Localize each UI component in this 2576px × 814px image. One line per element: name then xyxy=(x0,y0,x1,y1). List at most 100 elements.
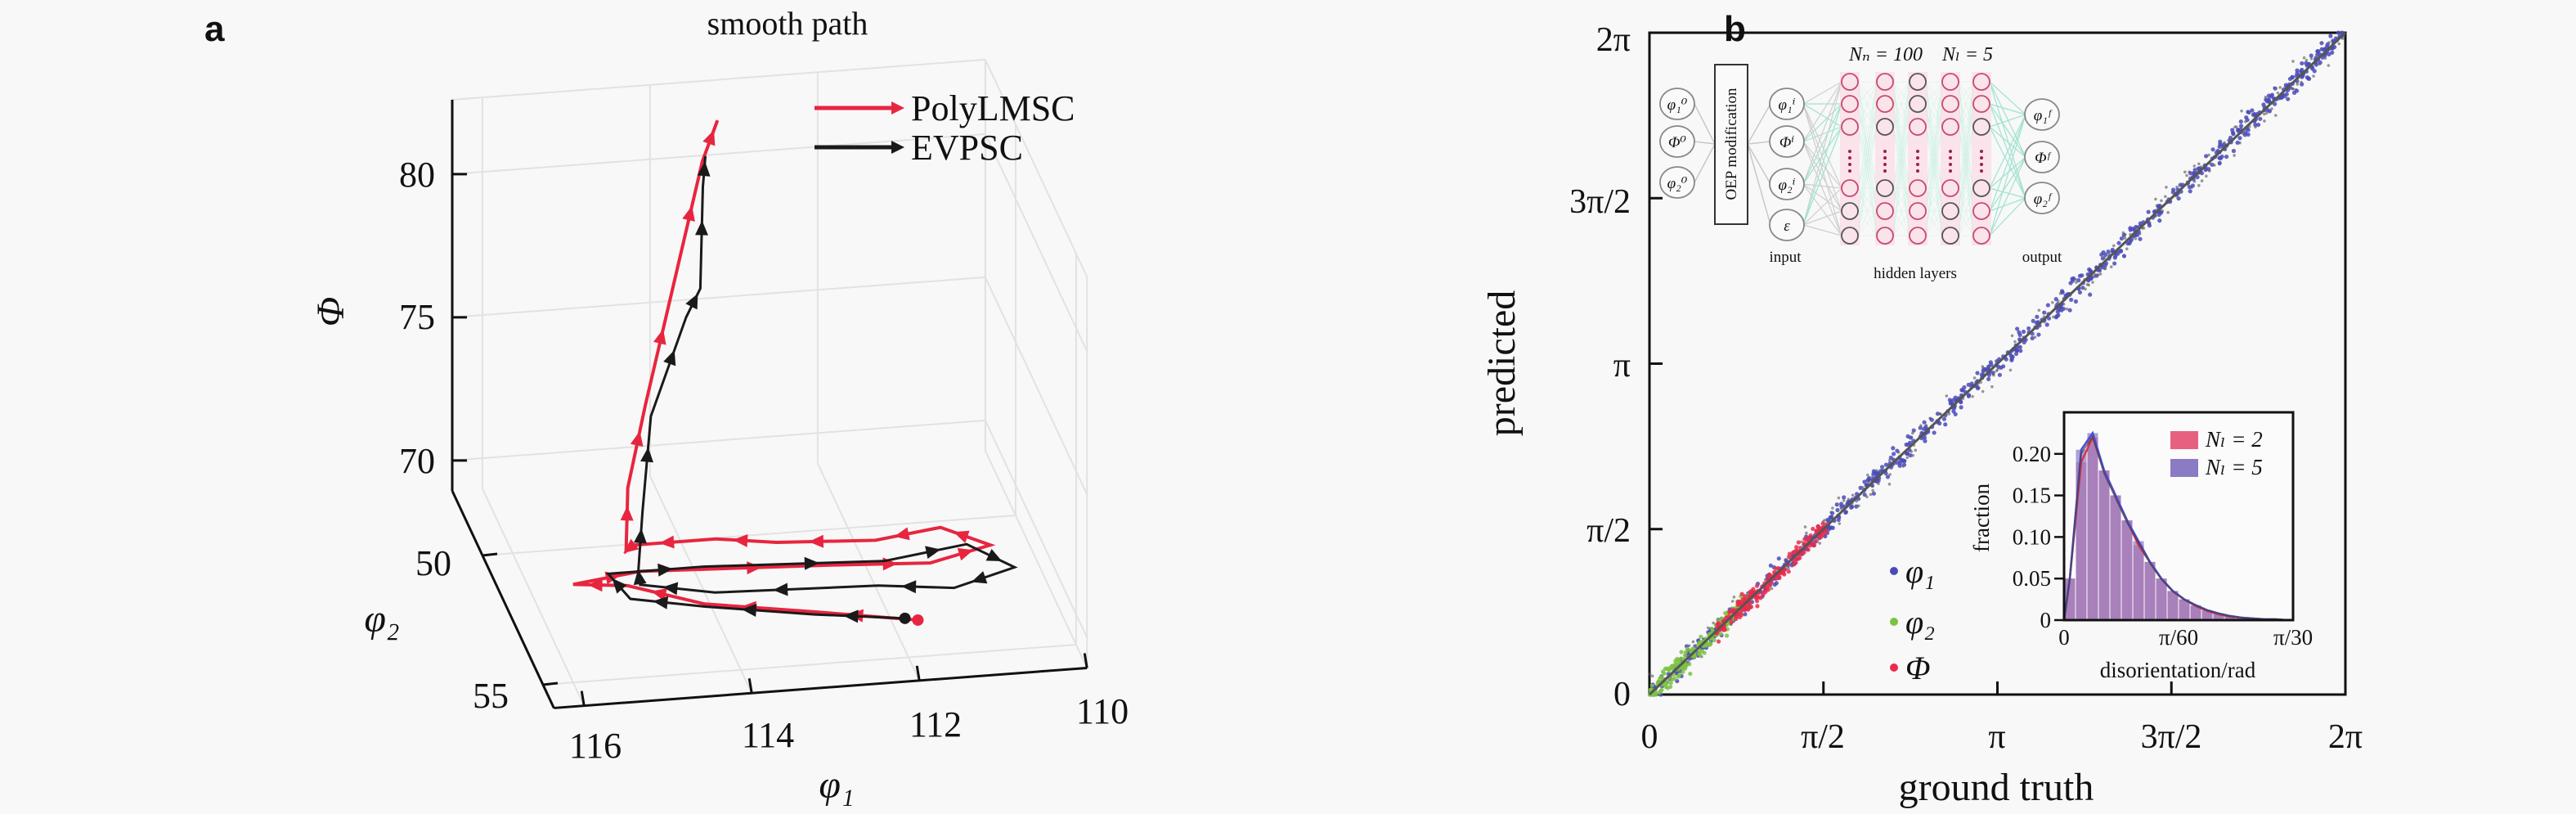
connection xyxy=(1925,210,1943,236)
scatter-point xyxy=(1662,671,1667,676)
connection xyxy=(1989,187,2026,199)
scatter-point xyxy=(1837,496,1841,500)
nl-label: Nₗ = 5 xyxy=(1941,44,1993,65)
connection xyxy=(1989,103,2026,115)
legend-label: φ₁ xyxy=(1905,553,1935,590)
connection xyxy=(1989,197,2026,212)
arrow-icon xyxy=(773,582,788,596)
scatter-point xyxy=(2218,139,2223,144)
scatter-point xyxy=(1869,492,1873,497)
gridline xyxy=(816,463,921,681)
connection xyxy=(1958,81,1974,105)
x-tick-label: 3π/2 xyxy=(2141,718,2202,756)
scatter-point xyxy=(2076,278,2081,283)
scatter-point xyxy=(1962,385,1967,390)
legend-label: φ₂ xyxy=(1905,604,1935,641)
path-line xyxy=(572,119,996,622)
ellipsis-dot xyxy=(1916,156,1919,160)
arrow-icon xyxy=(612,578,627,594)
connection xyxy=(1925,81,1943,212)
scatter-point xyxy=(2304,58,2309,62)
scatter-point xyxy=(1774,581,1779,586)
connection xyxy=(1892,187,1910,236)
scatter-point xyxy=(1943,422,1948,427)
input-node-label: ε xyxy=(1784,218,1790,235)
histogram-bar xyxy=(2213,613,2224,620)
scatter-point xyxy=(1849,505,1854,510)
scatter-point xyxy=(1758,596,1763,600)
scatter-point xyxy=(1855,499,1858,503)
histogram-bar xyxy=(2098,470,2110,620)
scatter-point xyxy=(1905,456,1910,460)
ellipsis-dot xyxy=(1848,169,1851,173)
scatter-point xyxy=(2264,111,2269,115)
scatter-point xyxy=(1901,462,1907,467)
scatter-point xyxy=(2044,322,2049,327)
arrow-icon xyxy=(804,556,819,570)
gridline xyxy=(984,59,1088,277)
scatter-point xyxy=(1658,688,1663,694)
scatter-point xyxy=(1959,405,1963,410)
chart-title: smooth path xyxy=(707,5,868,42)
scatter-point xyxy=(1888,455,1893,461)
scatter-point xyxy=(2119,236,2124,241)
output-node xyxy=(2024,182,2060,214)
scatter-point xyxy=(2121,254,2127,259)
connection xyxy=(1925,81,1943,189)
reference-line xyxy=(1648,31,2347,696)
scatter-point xyxy=(2065,307,2069,311)
scatter-point xyxy=(2234,125,2238,128)
scatter-point xyxy=(1734,616,1739,622)
scatter-point xyxy=(1797,556,1802,561)
scatter-point xyxy=(2154,197,2157,201)
connection xyxy=(1925,81,1943,105)
scatter-point xyxy=(2116,241,2121,245)
scatter-point xyxy=(2197,183,2201,187)
gridline xyxy=(451,276,985,318)
neuron xyxy=(1972,95,1990,113)
neuron xyxy=(1941,202,1959,220)
scatter-point xyxy=(2325,42,2330,47)
scatter-point xyxy=(1679,650,1684,654)
scatter-point xyxy=(1712,621,1715,625)
histogram-bar xyxy=(2133,541,2144,620)
x-tick xyxy=(747,678,753,694)
path-line xyxy=(605,155,1018,620)
scatter-point xyxy=(2121,232,2126,238)
connection xyxy=(1857,103,1878,236)
arrow-icon xyxy=(971,571,988,584)
gridline xyxy=(451,419,985,461)
scatter-point xyxy=(2085,283,2089,286)
arrow-icon xyxy=(891,101,904,115)
y-tick xyxy=(542,681,559,686)
initial-node xyxy=(1659,88,1695,120)
neuron xyxy=(1941,179,1959,197)
scatter-point xyxy=(2236,128,2241,133)
arrow-icon xyxy=(653,596,669,609)
scatter-point xyxy=(1819,534,1824,540)
connection xyxy=(1989,103,2026,158)
y-tick-label: π/2 xyxy=(1586,512,1631,550)
scatter-point xyxy=(1737,614,1743,620)
scatter-point xyxy=(1885,474,1891,479)
scatter-point xyxy=(2070,277,2075,281)
legend-swatch-nl2 xyxy=(2170,431,2198,449)
histogram-bar xyxy=(2110,495,2121,620)
histogram-bars xyxy=(2064,433,2282,620)
scatter-point xyxy=(1670,677,1675,682)
neuron xyxy=(1972,118,1990,136)
x-tick-label: π/60 xyxy=(2159,625,2198,650)
scatter-point xyxy=(1898,457,1903,462)
connection xyxy=(1802,187,1842,226)
input-node xyxy=(1769,168,1805,200)
connection xyxy=(1694,103,1716,145)
scatter-point xyxy=(1717,639,1721,644)
ellipsis-dot xyxy=(1848,163,1851,166)
arrow-icon xyxy=(657,563,673,577)
scatter-point xyxy=(2109,265,2113,269)
scatter-point xyxy=(1981,368,1986,374)
scatter-point xyxy=(1975,371,1980,376)
connection xyxy=(1802,141,1842,236)
scatter-point xyxy=(1871,488,1874,492)
input-node-label: φ₂ⁱ xyxy=(1779,177,1796,194)
